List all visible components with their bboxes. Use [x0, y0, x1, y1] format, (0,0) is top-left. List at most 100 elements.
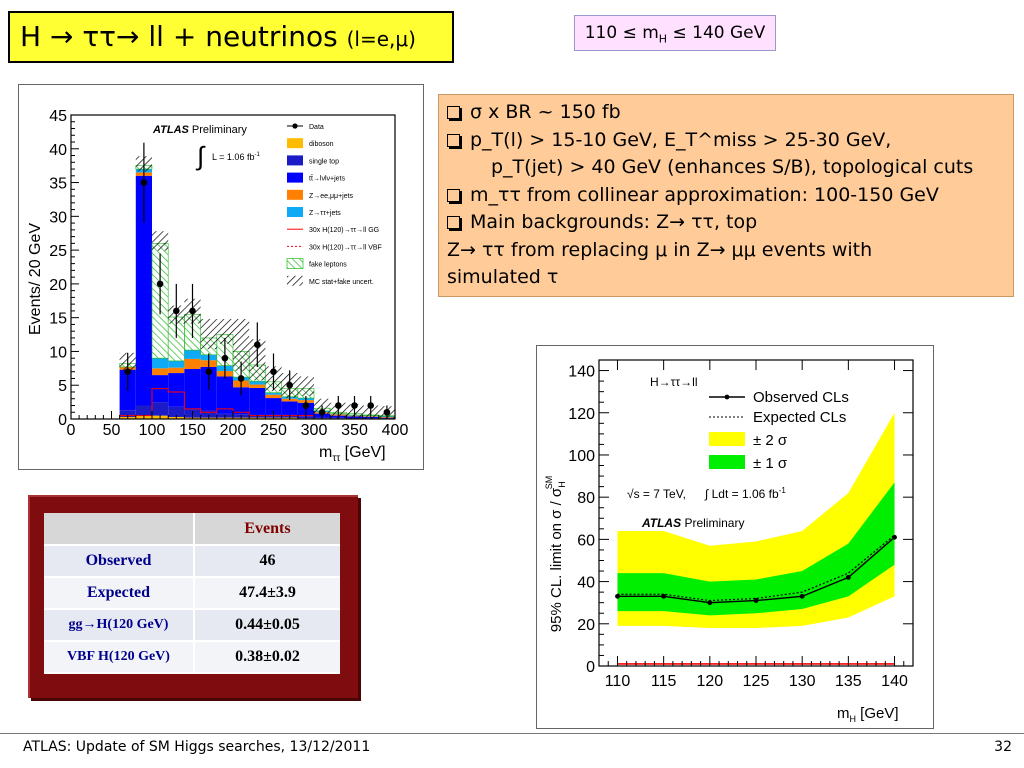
legend-swatch-hatch [287, 275, 303, 286]
legend-swatch [709, 432, 745, 446]
table-row: Expected 47.4±3.9 [44, 577, 340, 610]
x-tick-label: 110 [605, 673, 631, 690]
x-axis-label-symbol: m [319, 444, 332, 461]
x-tick-label: 300 [301, 422, 328, 439]
row-value: 0.44±0.05 [194, 609, 340, 642]
legend-label: diboson [309, 141, 334, 148]
bar-z-tautau [249, 381, 266, 385]
x-tick-label: 0 [67, 422, 76, 439]
bar-z-tautau [152, 358, 169, 369]
note-bullet-cuts: p_T(l) > 15-10 GeV, E_T^miss > 25-30 GeV… [447, 127, 1005, 155]
x-tick-label: 140 [881, 673, 908, 690]
x-axis-label-unit: [GeV] [340, 444, 385, 461]
x-tick-label: 100 [139, 422, 166, 439]
x-tick-label: 115 [651, 673, 677, 690]
y-axis-label-sub: H [557, 481, 567, 488]
data-point [335, 402, 342, 409]
legend-swatch [287, 189, 303, 200]
mass-range-right: ≤ 140 GeV [667, 23, 766, 43]
legend-swatch-hatch-green [286, 258, 304, 269]
legend-swatch [287, 207, 303, 217]
legend-label: 30x H(120)→ττ→ll GG [309, 227, 379, 234]
legend-swatch [709, 455, 745, 469]
band-1-sigma [617, 482, 895, 616]
legend-swatch [287, 138, 303, 149]
note-continuation-jet-cut: p_T(jet) > 40 GeV (enhances S/B), topolo… [491, 156, 974, 178]
note-bullet-backgrounds: Main backgrounds: Z→ ττ, top [447, 209, 1005, 237]
legend-label: tt̄→lνlν+jets [309, 175, 345, 183]
bar-ttbar [168, 373, 185, 407]
data-point [237, 375, 245, 382]
row-label: Expected [44, 577, 195, 610]
x-tick-label: 400 [382, 422, 409, 439]
y-axis-label-sup: SM [544, 476, 554, 490]
x-tick-label: 120 [696, 673, 723, 690]
row-value: 46 [194, 545, 340, 578]
luminosity-exponent: -1 [779, 486, 787, 495]
x-tick-label: 200 [220, 422, 247, 439]
x-axis-label: mH [GeV] [837, 705, 899, 724]
data-point [189, 307, 196, 315]
y-tick-label: 45 [49, 108, 67, 125]
observed-point [707, 600, 713, 606]
y-tick-label: 100 [568, 448, 595, 465]
row-label: VBF H(120 GeV) [44, 641, 195, 674]
observed-point [799, 593, 805, 599]
bar-ttbar [265, 398, 282, 415]
atlas-label-name: ATLAS [152, 124, 190, 136]
observed-point [892, 534, 897, 540]
atlas-label-tag: Preliminary [192, 124, 248, 136]
y-tick-label: 140 [568, 364, 595, 381]
data-point [318, 408, 326, 416]
y-tick-label: 25 [49, 243, 67, 260]
table-row: VBF H(120 GeV) 0.38±0.02 [44, 641, 340, 674]
x-tick-label: 135 [835, 673, 862, 690]
data-point [173, 307, 180, 315]
legend-swatch [287, 172, 303, 183]
y-tick-label: 30 [49, 209, 67, 226]
row-value: 0.38±0.02 [194, 641, 340, 674]
legend-marker-data-point [292, 123, 298, 129]
note-embedding-line: Z→ ττ from replacing μ in Z→ μμ events w… [447, 238, 873, 261]
bar-ttbar [216, 376, 233, 414]
bar-uncertainty-hatch [297, 376, 314, 396]
footer-divider [0, 733, 1024, 734]
row-label: gg→H(120 GeV) [44, 609, 195, 642]
legend-label: ± 2 σ [753, 432, 788, 449]
bar-z-tautau [184, 350, 201, 359]
x-axis-label-unit: [GeV] [856, 705, 899, 722]
data-point [286, 381, 294, 389]
y-tick-label: 20 [577, 617, 595, 634]
table-header-row: Events [44, 513, 340, 546]
slide-title: H → ττ→ ll + neutrinos (l=e,μ) [8, 11, 454, 63]
x-axis-label-sub: ττ [332, 453, 340, 464]
luminosity-exponent: -1 [254, 152, 260, 158]
y-tick-label: 35 [49, 176, 67, 193]
bar-ttbar [184, 369, 201, 410]
bar-ttbar [233, 387, 250, 415]
y-tick-label: 40 [577, 575, 595, 592]
bar-z-tautau [168, 360, 185, 368]
legend-label: Z→ττ+jets [309, 210, 341, 217]
legend-swatch [287, 155, 303, 166]
observed-point [615, 593, 620, 599]
note-text: Main backgrounds: Z→ ττ, top [470, 211, 758, 233]
table-header-empty [44, 513, 195, 546]
bar-uncertainty-hatch [200, 319, 217, 350]
note-text: m_ττ from collinear approximation: 100-1… [470, 183, 939, 206]
atlas-label-tag: Preliminary [684, 516, 744, 530]
data-point [221, 354, 229, 362]
note-bullet-mass: m_ττ from collinear approximation: 100-1… [447, 182, 1005, 210]
mass-range-box: 110 ≤ mH ≤ 140 GeV [574, 15, 776, 51]
footer-citation: ATLAS: Update of SM Higgs searches, 13/1… [23, 739, 371, 755]
square-bullet-icon [447, 188, 460, 202]
x-tick-label: 125 [743, 673, 770, 690]
legend-label: fake leptons [309, 262, 347, 269]
y-tick-label: 0 [586, 659, 595, 676]
y-tick-label: 20 [49, 277, 67, 294]
x-axis-label: mττ [GeV] [319, 444, 386, 464]
x-tick-label: 130 [789, 673, 816, 690]
note-bullet-xsec: σ x BR ~ 150 fb [447, 99, 1005, 127]
data-point [140, 179, 148, 186]
